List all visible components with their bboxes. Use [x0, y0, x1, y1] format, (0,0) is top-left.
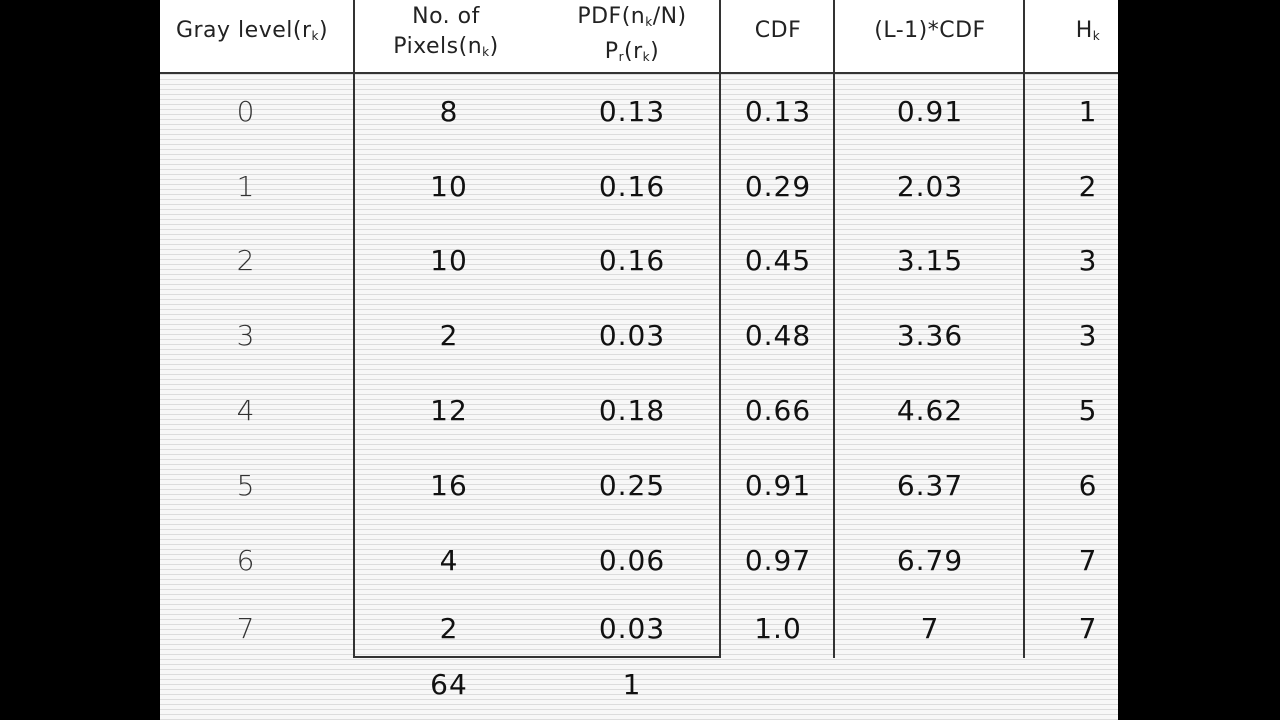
cell-cdf: 0.13	[744, 95, 812, 128]
cell-pdf: 0.16	[598, 244, 666, 277]
cell-scaled-cdf: 6.37	[896, 469, 964, 502]
cell-cdf: 0.97	[744, 544, 812, 577]
cell-hk: 6	[1078, 469, 1098, 502]
cell-gray-level: 2	[236, 244, 256, 277]
cell-gray-level: 6	[236, 544, 256, 577]
cell-scaled-cdf: 6.79	[896, 544, 964, 577]
divider-cdf-right	[833, 0, 835, 658]
divider-pdf-right	[719, 0, 721, 658]
divider-box-bottom	[353, 656, 721, 658]
header-hk: Hk	[1075, 18, 1101, 43]
cell-gray-level: 1	[236, 170, 256, 203]
header-pixels: No. of Pixels(nk)	[393, 4, 499, 59]
cell-pdf: 0.18	[598, 394, 666, 427]
cell-scaled-cdf: 2.03	[896, 170, 964, 203]
cell-pdf: 0.06	[598, 544, 666, 577]
cell-hk: 1	[1078, 95, 1098, 128]
cell-scaled-cdf: 3.15	[896, 244, 964, 277]
cell-pdf: 0.16	[598, 170, 666, 203]
cell-pdf: 0.13	[598, 95, 666, 128]
cell-pdf: 0.03	[598, 319, 666, 352]
cell-cdf: 0.48	[744, 319, 812, 352]
cell-hk: 5	[1078, 394, 1098, 427]
divider-scaled-right	[1023, 0, 1025, 658]
cell-pixels: 10	[430, 244, 468, 277]
cell-pdf: 0.25	[598, 469, 666, 502]
cell-scaled-cdf: 4.62	[896, 394, 964, 427]
cell-hk: 3	[1078, 244, 1098, 277]
total-pixels: 64	[430, 668, 468, 701]
total-pdf: 1	[622, 668, 642, 701]
header-scaled-cdf: (L-1)*CDF	[874, 18, 986, 43]
divider-pixels-left	[353, 0, 355, 658]
cell-gray-level: 0	[236, 95, 256, 128]
cell-pixels: 10	[430, 170, 468, 203]
cell-gray-level: 4	[236, 394, 256, 427]
cell-pixels: 8	[439, 95, 459, 128]
cell-cdf: 0.91	[744, 469, 812, 502]
slide: Gray level(rk) No. of Pixels(nk) PDF(nk/…	[160, 0, 1118, 720]
header-pdf: PDF(nk/N) Pr(rk)	[577, 4, 687, 64]
cell-gray-level: 5	[236, 469, 256, 502]
cell-cdf: 0.66	[744, 394, 812, 427]
cell-pixels: 2	[439, 319, 459, 352]
cell-pixels: 16	[430, 469, 468, 502]
cell-hk: 2	[1078, 170, 1098, 203]
cell-gray-level: 3	[236, 319, 256, 352]
cell-cdf: 1.0	[754, 612, 802, 645]
table-header: Gray level(rk) No. of Pixels(nk) PDF(nk/…	[160, 0, 1118, 74]
header-cdf: CDF	[754, 18, 802, 43]
header-gray-level: Gray level(rk)	[175, 18, 329, 43]
cell-cdf: 0.29	[744, 170, 812, 203]
cell-hk: 7	[1078, 612, 1098, 645]
cell-gray-level: 7	[236, 612, 256, 645]
cell-pixels: 2	[439, 612, 459, 645]
cell-scaled-cdf: 3.36	[896, 319, 964, 352]
cell-scaled-cdf: 7	[920, 612, 940, 645]
cell-pixels: 12	[430, 394, 468, 427]
cell-scaled-cdf: 0.91	[896, 95, 964, 128]
cell-pdf: 0.03	[598, 612, 666, 645]
cell-pixels: 4	[439, 544, 459, 577]
cell-hk: 7	[1078, 544, 1098, 577]
cell-hk: 3	[1078, 319, 1098, 352]
cell-cdf: 0.45	[744, 244, 812, 277]
